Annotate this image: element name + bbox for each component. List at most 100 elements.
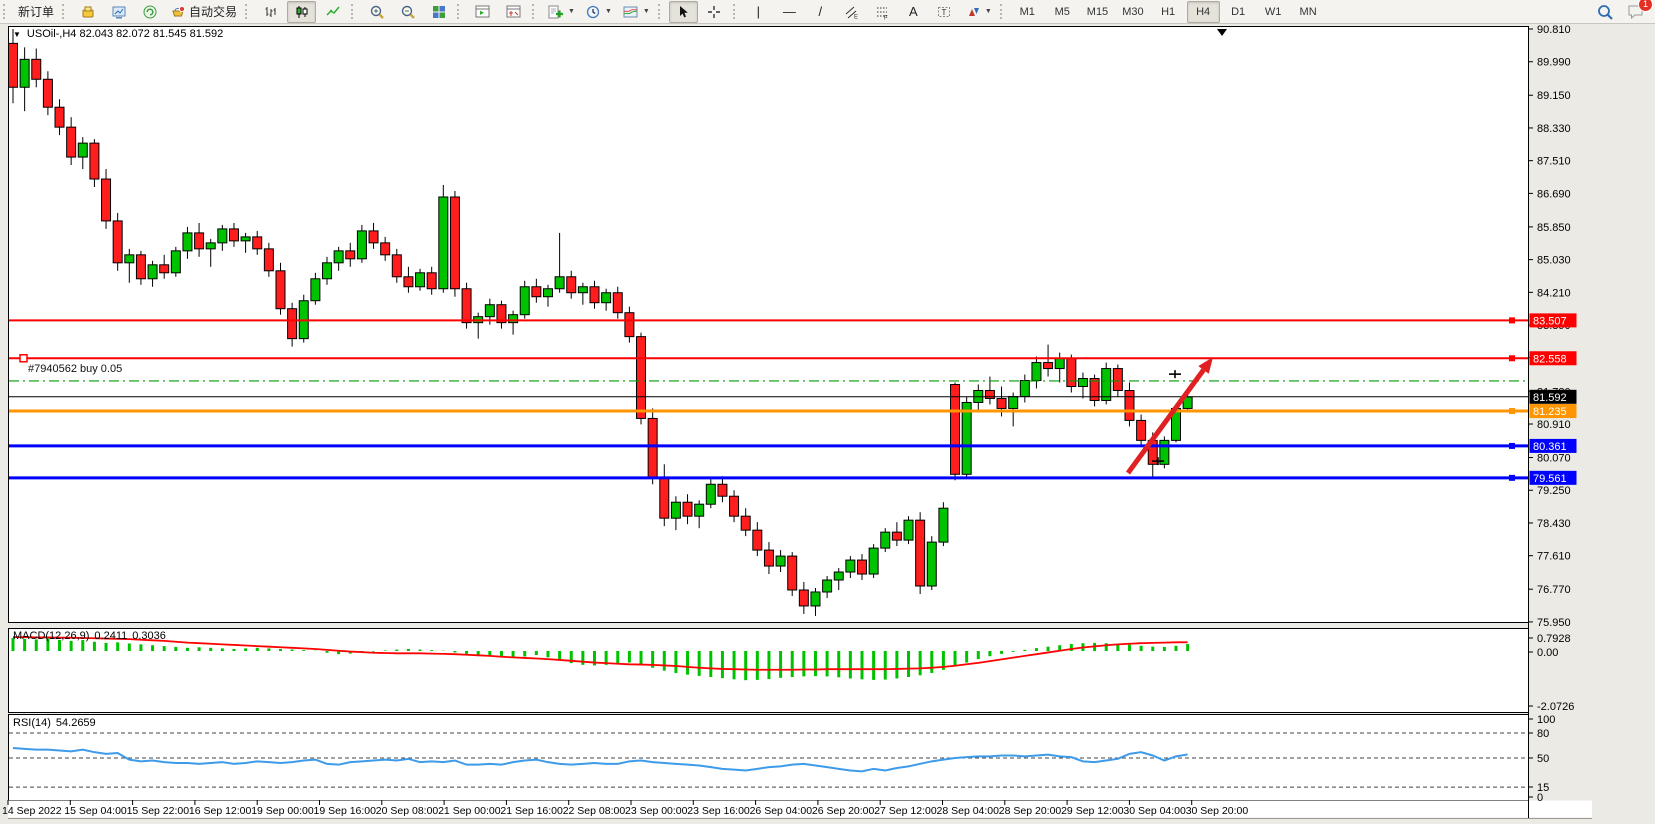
auto-trading-button[interactable]: 自动交易: [166, 1, 241, 23]
label-tool-button[interactable]: T: [930, 1, 959, 23]
timeframe-button-M5[interactable]: M5: [1054, 5, 1070, 18]
cursor-tool-button[interactable]: [668, 0, 698, 23]
candle-body: [461, 288, 472, 324]
timeframe-button-H4[interactable]: H4: [1186, 0, 1220, 23]
candle-body: [496, 304, 507, 324]
vertical-line-icon: |: [756, 4, 761, 19]
chevron-down-icon: ▼: [568, 8, 575, 15]
vertical-line-tool-button[interactable]: |: [744, 1, 773, 23]
candle-body: [438, 196, 449, 290]
timeframe-button-MN[interactable]: MN: [1299, 5, 1317, 18]
toolbar: 新订单 自动交易 ▼: [0, 0, 1655, 24]
search-icon: [1596, 3, 1614, 21]
zoom-out-button[interactable]: [393, 1, 422, 23]
trendline-tool-button[interactable]: /: [806, 1, 835, 23]
arrow-shapes-icon: [965, 4, 981, 20]
equidistant-channel-icon: E: [843, 4, 859, 20]
timeframe-button-M30[interactable]: M30: [1122, 5, 1144, 18]
svg-text:E: E: [854, 14, 858, 20]
candle-chart-mode-button[interactable]: [287, 0, 317, 23]
candle-body: [252, 236, 263, 250]
open-order-label: #7940562 buy 0.05: [28, 363, 123, 375]
toolbar-grip: [732, 4, 738, 19]
candle-body: [961, 401, 972, 475]
timeframe-button-W1[interactable]: W1: [1264, 5, 1282, 18]
candle-body: [554, 276, 565, 290]
candle-body: [205, 242, 216, 250]
candle-body: [380, 242, 391, 256]
signals-button[interactable]: [135, 1, 164, 23]
time-tick-label: 19 Sep 00:00: [251, 805, 314, 817]
candle-body: [868, 547, 879, 575]
timeframe-button-D1[interactable]: D1: [1231, 5, 1246, 18]
tile-windows-button[interactable]: [424, 1, 453, 23]
candle-body: [112, 220, 123, 264]
arrows-tool-button[interactable]: ▼: [961, 1, 996, 23]
candle-body: [54, 106, 65, 128]
indicators-button[interactable]: ▼: [543, 1, 579, 23]
toolbar-grip: [657, 4, 663, 19]
candle-body: [1101, 368, 1112, 401]
line-chart-mode-button[interactable]: [318, 1, 347, 23]
candle-body: [508, 314, 519, 324]
time-tick-label: 15 Sep 04:00: [64, 805, 127, 817]
price-tick-label: 85.030: [1537, 255, 1571, 267]
macd-tick-label: 0.00: [1537, 647, 1558, 659]
profile-window-button[interactable]: [499, 1, 528, 23]
candle-body: [822, 579, 833, 593]
candle-body: [1124, 389, 1135, 421]
timeframe-button-H1[interactable]: H1: [1161, 5, 1176, 18]
candle-body: [1112, 368, 1123, 391]
candle-body: [810, 591, 821, 607]
candle-body: [159, 264, 170, 274]
candle-body: [705, 483, 716, 505]
bar-chart-mode-button[interactable]: [256, 1, 285, 23]
crosshair-tool-button[interactable]: [700, 1, 729, 23]
new-chart-window-button[interactable]: [468, 1, 497, 23]
chart-shift-marker[interactable]: [1217, 29, 1227, 36]
candle-body: [833, 571, 844, 581]
price-tick-label: 88.330: [1537, 123, 1571, 135]
tile-windows-icon: [431, 4, 447, 20]
svg-text:F: F: [884, 15, 888, 20]
candle-body: [124, 254, 135, 264]
rsi-indicator-label: RSI(14) 54.2659: [13, 717, 96, 729]
timeframe-button-M1[interactable]: M1: [1019, 5, 1035, 18]
cursor-icon: [675, 4, 691, 20]
search-button[interactable]: [1590, 1, 1619, 23]
price-label-text: 81.235: [1533, 406, 1567, 418]
trend-arrow-head[interactable]: [1198, 357, 1213, 374]
price-tick-label: 85.850: [1537, 222, 1571, 234]
templates-button[interactable]: ▼: [618, 1, 654, 23]
chart-collapse-icon[interactable]: ▼: [13, 29, 21, 39]
order-cube-icon: [80, 4, 96, 20]
trend-arrow[interactable]: [1125, 368, 1206, 475]
market-watch-button[interactable]: [73, 1, 102, 23]
crosshair-icon: [706, 4, 722, 20]
channel-tool-button[interactable]: E: [837, 1, 866, 23]
price-label-text: 79.561: [1533, 473, 1567, 485]
candle-body: [636, 336, 647, 419]
line-anchor: [1509, 442, 1515, 449]
candle-body: [275, 270, 286, 310]
notifications-button[interactable]: 1: [1621, 0, 1653, 23]
fibonacci-tool-button[interactable]: F: [868, 1, 897, 23]
new-order-button[interactable]: 新订单: [14, 1, 58, 23]
terminal-icon: [111, 4, 127, 20]
timeframe-button-M15[interactable]: M15: [1086, 5, 1109, 18]
rsi-tick-label: 15: [1537, 782, 1549, 794]
trendline-icon: /: [818, 4, 823, 19]
terminal-button[interactable]: [104, 1, 133, 23]
candle-body: [740, 515, 751, 531]
periods-button[interactable]: ▼: [581, 1, 616, 23]
text-label-icon: T: [936, 4, 952, 20]
price-label-text: 82.558: [1533, 353, 1567, 365]
macd-tick-label: -2.0726: [1537, 701, 1574, 713]
text-tool-button[interactable]: A: [899, 1, 928, 23]
zoom-in-button[interactable]: [362, 1, 391, 23]
horizontal-line-tool-button[interactable]: —: [775, 1, 804, 23]
candle-body: [589, 286, 600, 304]
candle-body: [682, 501, 693, 517]
